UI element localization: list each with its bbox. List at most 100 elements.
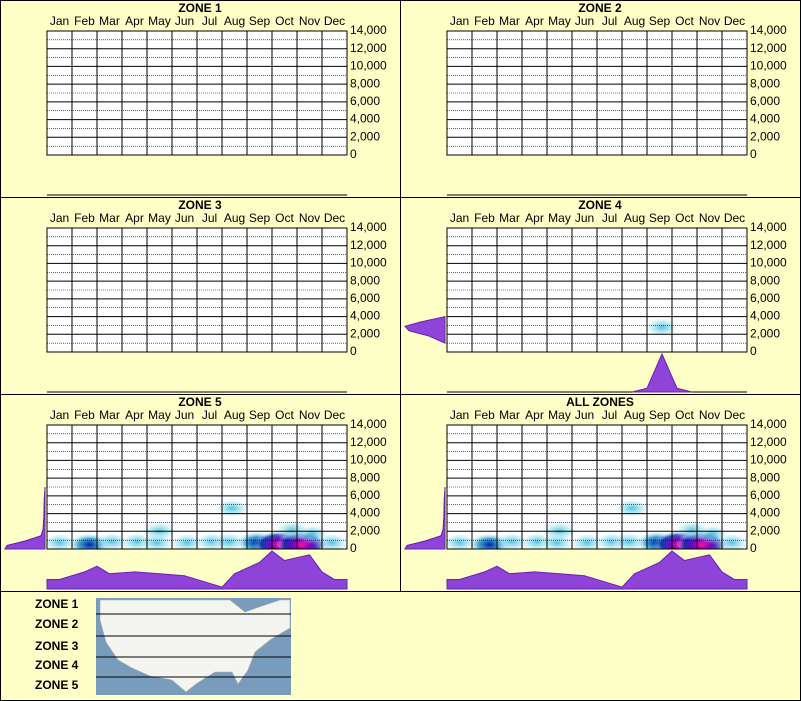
x-tick-label: Feb [474,211,495,225]
x-tick-label: Jan [50,211,69,225]
zone-label: ZONE 2 [35,617,79,631]
month-profile [631,352,693,393]
x-tick-label: Sep [249,14,271,28]
y-tick-label: 10,000 [750,453,787,467]
x-tick-label: Apr [525,14,544,28]
y-tick-label: 8,000 [350,273,380,287]
x-tick-label: Jun [575,14,594,28]
x-tick-label: Apr [125,211,144,225]
y-tick-label: 8,000 [750,470,780,484]
x-tick-label: Dec [324,14,345,28]
x-tick-label: Oct [275,408,294,422]
x-tick-label: May [548,14,571,28]
y-tick-label: 4,000 [750,506,780,520]
x-tick-label: Mar [499,14,520,28]
x-tick-label: Jan [450,408,469,422]
y-tick-label: 10,000 [750,59,787,73]
y-tick-label: 12,000 [750,41,787,55]
x-tick-label: Oct [675,408,694,422]
panel: ZONE 3 0 2,000 4,000 6,000 8,000 10,000 12,000 1… [46,198,387,393]
x-tick-label: Aug [224,408,245,422]
x-tick-label: Nov [699,408,720,422]
x-tick-label: Sep [649,14,671,28]
month-profile [46,550,348,590]
x-tick-label: Mar [99,211,120,225]
y-tick-label: 10,000 [350,453,387,467]
x-tick-label: Dec [724,14,745,28]
x-tick-label: Sep [649,408,671,422]
y-tick-label: 12,000 [350,41,387,55]
y-tick-label: 4,000 [350,112,380,126]
x-tick-label: Nov [299,14,320,28]
x-tick-label: Mar [499,408,520,422]
panel: ALL ZONES 0 2,000 4,000 6,000 8,000 10,000 12,0… [404,395,787,590]
x-tick-label: May [148,408,171,422]
x-tick-label: Dec [324,408,345,422]
x-tick-label: Feb [474,408,495,422]
elevation-profile [404,486,446,550]
x-tick-label: Nov [699,14,720,28]
x-tick-label: Jun [575,408,594,422]
x-tick-label: Jan [450,14,469,28]
x-tick-label: Jan [50,408,69,422]
y-tick-label: 12,000 [350,238,387,252]
x-tick-label: Jun [175,408,194,422]
y-tick-label: 14,000 [350,23,387,37]
hotspot [674,520,710,541]
y-tick-label: 6,000 [750,291,780,305]
panel: ZONE 5 0 2,000 4,000 6,000 8,000 10,000 12,000 1… [4,395,387,590]
panel-title: ZONE 5 [178,395,222,409]
y-tick-label: 0 [350,541,357,555]
hotspot [214,498,250,519]
plot-border [446,227,748,353]
plot-border [46,227,348,353]
y-tick-label: 6,000 [750,94,780,108]
y-tick-label: 0 [750,344,757,358]
x-tick-label: Aug [224,211,245,225]
x-tick-label: Oct [675,211,694,225]
y-tick-label: 14,000 [350,417,387,431]
y-tick-label: 6,000 [350,291,380,305]
x-tick-label: Oct [275,211,294,225]
y-tick-label: 14,000 [750,23,787,37]
y-tick-label: 2,000 [350,129,380,143]
elevation-profile [404,315,446,344]
plot-border [46,30,348,156]
x-tick-label: Jan [50,14,69,28]
x-tick-label: Aug [624,408,645,422]
x-tick-label: Nov [699,211,720,225]
hotspots [644,317,680,338]
zone-label: ZONE 4 [35,658,79,672]
zone-label: ZONE 3 [35,639,79,653]
x-tick-label: Dec [724,211,745,225]
x-tick-label: Jul [602,14,617,28]
x-tick-label: Aug [224,14,245,28]
panel-title: ALL ZONES [566,395,634,409]
y-tick-label: 8,000 [750,273,780,287]
x-tick-label: Oct [675,14,694,28]
x-tick-label: Jul [602,211,617,225]
y-tick-label: 14,000 [750,220,787,234]
x-tick-label: Sep [249,408,271,422]
y-tick-label: 2,000 [750,326,780,340]
y-tick-label: 14,000 [350,220,387,234]
x-tick-label: Sep [249,211,271,225]
y-tick-label: 12,000 [750,435,787,449]
panel: ZONE 4 0 2,000 4,000 6,000 8,000 10,000 12,000 1… [404,198,787,393]
zone-map [96,598,291,695]
x-tick-label: Mar [99,14,120,28]
x-tick-label: Apr [125,14,144,28]
plot-border [46,424,348,550]
y-tick-label: 10,000 [350,256,387,270]
panel: ZONE 1 0 2,000 4,000 6,000 8,000 10,000 12,000 1… [46,1,387,196]
y-tick-label: 2,000 [750,129,780,143]
x-tick-label: Apr [525,211,544,225]
y-tick-label: 12,000 [350,435,387,449]
x-tick-label: Feb [74,211,95,225]
x-tick-label: Nov [299,211,320,225]
panel-title: ZONE 3 [178,198,222,212]
x-tick-label: Jun [175,14,194,28]
x-tick-label: Mar [99,408,120,422]
y-tick-label: 2,000 [750,523,780,537]
panel-title: ZONE 1 [178,1,222,15]
